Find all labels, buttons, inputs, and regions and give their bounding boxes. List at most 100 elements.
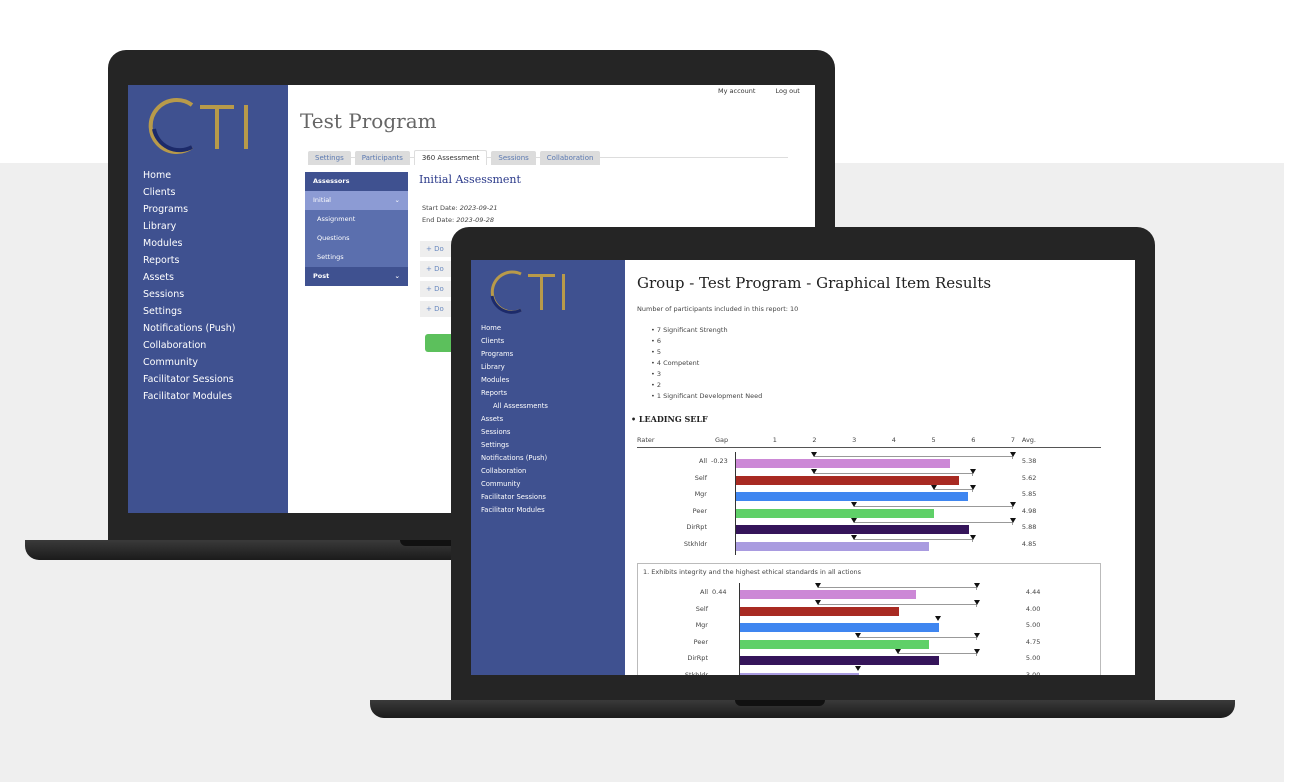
nav-item[interactable]: Reports — [143, 255, 180, 266]
nav-item[interactable]: Assets — [143, 272, 174, 283]
nav-item[interactable]: Home — [481, 324, 502, 332]
legend-item: • 1 Significant Development Need — [651, 392, 763, 400]
tab-360-assessment[interactable]: 360 Assessment — [413, 150, 488, 165]
nav-item[interactable]: All Assessments — [493, 402, 548, 410]
nav-item[interactable]: Clients — [481, 337, 505, 345]
bar-stkhldr — [736, 541, 929, 551]
bar-mgr — [736, 492, 969, 501]
nav-item[interactable]: Facilitator Sessions — [143, 374, 234, 385]
bar-self — [740, 606, 899, 616]
start-date: 2023-09-21 — [459, 204, 498, 212]
avg-value: 5.88 — [1021, 523, 1037, 531]
nav-item[interactable]: Sessions — [143, 289, 185, 300]
avg-value: 5.00 — [1025, 654, 1041, 662]
range-line — [818, 587, 978, 590]
assessment-dates: Start Date: 2023-09-21 End Date: 2023-09… — [422, 202, 498, 226]
nav-item[interactable]: Settings — [481, 441, 509, 449]
tab-collaboration[interactable]: Collaboration — [539, 151, 601, 165]
back-laptop-notch — [400, 540, 470, 546]
submenu-post-label: Post — [313, 272, 330, 280]
nav-item[interactable]: Community — [143, 357, 198, 368]
y-axis-line — [735, 452, 736, 555]
nav-item[interactable]: Facilitator Modules — [143, 391, 233, 402]
nav-item[interactable]: Collaboration — [143, 340, 207, 351]
legend-item: • 2 — [651, 381, 662, 389]
tab-sessions[interactable]: Sessions — [491, 151, 536, 165]
range-line — [818, 603, 978, 607]
submenu-initial[interactable]: Initial ⌄ — [305, 191, 408, 210]
min-marker — [811, 468, 818, 474]
x-tick-label: 7 — [1010, 436, 1016, 444]
bar-stkhldr — [740, 672, 860, 675]
x-tick-label: 4 — [891, 436, 896, 444]
gap-value: 0.44 — [712, 588, 727, 596]
back-sidebar: Home Clients Programs Library Modules Reports… — [128, 85, 288, 513]
max-marker — [974, 583, 981, 588]
avg-value: 4.44 — [1025, 588, 1041, 596]
item-chart-box: 1. Exhibits integrity and the highest et… — [637, 563, 1101, 675]
legend-item: • 3 — [651, 370, 662, 378]
nav-item[interactable]: Assets — [481, 415, 504, 423]
scale-legend: • 7 Significant Strength • 6 • 5 • 4 Compet… — [651, 325, 762, 402]
x-tick-label: 5 — [931, 436, 936, 444]
rater-label: Peer — [693, 637, 708, 646]
bar-dirrpt — [740, 656, 939, 665]
nav-item[interactable]: Clients — [143, 187, 176, 198]
x-tick-label: 2 — [812, 436, 817, 444]
item-chart: All 0.44 4.44 Self 4.00 Mgr 5.00 Peer 4.75 DirRpt… — [638, 581, 1102, 675]
summary-chart: Rater Gap Avg. 1 2 3 4 5 6 7 All -0.23 5.38 Self 5.62 M… — [637, 436, 1101, 556]
nav-item[interactable]: Notifications (Push) — [481, 454, 548, 462]
nav-item[interactable]: Facilitator Sessions — [481, 493, 546, 501]
nav-item[interactable]: Programs — [143, 204, 189, 215]
submenu-questions[interactable]: Questions — [317, 234, 350, 242]
nav-item[interactable]: Home — [143, 170, 172, 181]
range-line — [854, 522, 1013, 525]
nav-item[interactable]: Settings — [143, 306, 182, 317]
nav-item[interactable]: Community — [481, 480, 521, 488]
submenu-post[interactable]: Post ⌄ — [305, 267, 408, 286]
nav-item[interactable]: Library — [143, 221, 177, 232]
max-marker — [1009, 452, 1016, 457]
avg-value: 3.00 — [1025, 670, 1041, 676]
tab-settings[interactable]: Settings — [308, 151, 351, 165]
range-line — [854, 538, 974, 542]
x-tick-label: 6 — [971, 436, 976, 444]
bar-mgr — [740, 623, 939, 632]
participants-count: Number of participants included in this … — [637, 305, 799, 313]
nav-item[interactable]: Modules — [481, 376, 510, 384]
nav-item[interactable]: Modules — [143, 238, 183, 249]
nav-item[interactable]: Library — [481, 363, 505, 371]
submenu-assessors[interactable]: Assessors — [305, 172, 408, 191]
submenu-assignment[interactable]: Assignment — [317, 215, 356, 223]
avg-value: 4.85 — [1021, 539, 1037, 548]
avg-value: 5.85 — [1021, 490, 1037, 498]
range-line — [854, 505, 1013, 509]
bar-self — [736, 475, 960, 485]
avg-value: 5.62 — [1021, 473, 1037, 482]
nav-item[interactable]: Sessions — [481, 428, 511, 436]
front-nav: Home Clients Programs Library Modules Reports… — [481, 322, 548, 517]
nav-item[interactable]: Programs — [481, 350, 514, 358]
end-date-label: End Date: — [422, 216, 455, 224]
max-marker — [970, 534, 977, 540]
nav-item[interactable]: Reports — [481, 389, 508, 397]
rater-label: Mgr — [694, 490, 707, 498]
submenu-settings[interactable]: Settings — [317, 253, 344, 261]
max-marker — [970, 485, 977, 490]
nav-item[interactable]: Notifications (Push) — [143, 323, 236, 334]
min-marker — [815, 583, 822, 588]
gap-header: Gap — [715, 436, 729, 444]
rater-label: Self — [695, 604, 708, 613]
bar-peer — [736, 508, 934, 518]
legend-item: • 7 Significant Strength — [651, 326, 728, 334]
tab-participants[interactable]: Participants — [354, 151, 410, 165]
bar-dirrpt — [736, 525, 970, 534]
nav-item[interactable]: Facilitator Modules — [481, 506, 545, 514]
chevron-down-icon: ⌄ — [394, 196, 400, 204]
log-out-link[interactable]: Log out — [775, 87, 800, 95]
my-account-link[interactable]: My account — [718, 87, 756, 95]
section-heading: • LEADING SELF — [631, 414, 708, 424]
bar-all — [740, 590, 917, 599]
nav-item[interactable]: Collaboration — [481, 467, 527, 475]
range-line — [933, 489, 974, 492]
